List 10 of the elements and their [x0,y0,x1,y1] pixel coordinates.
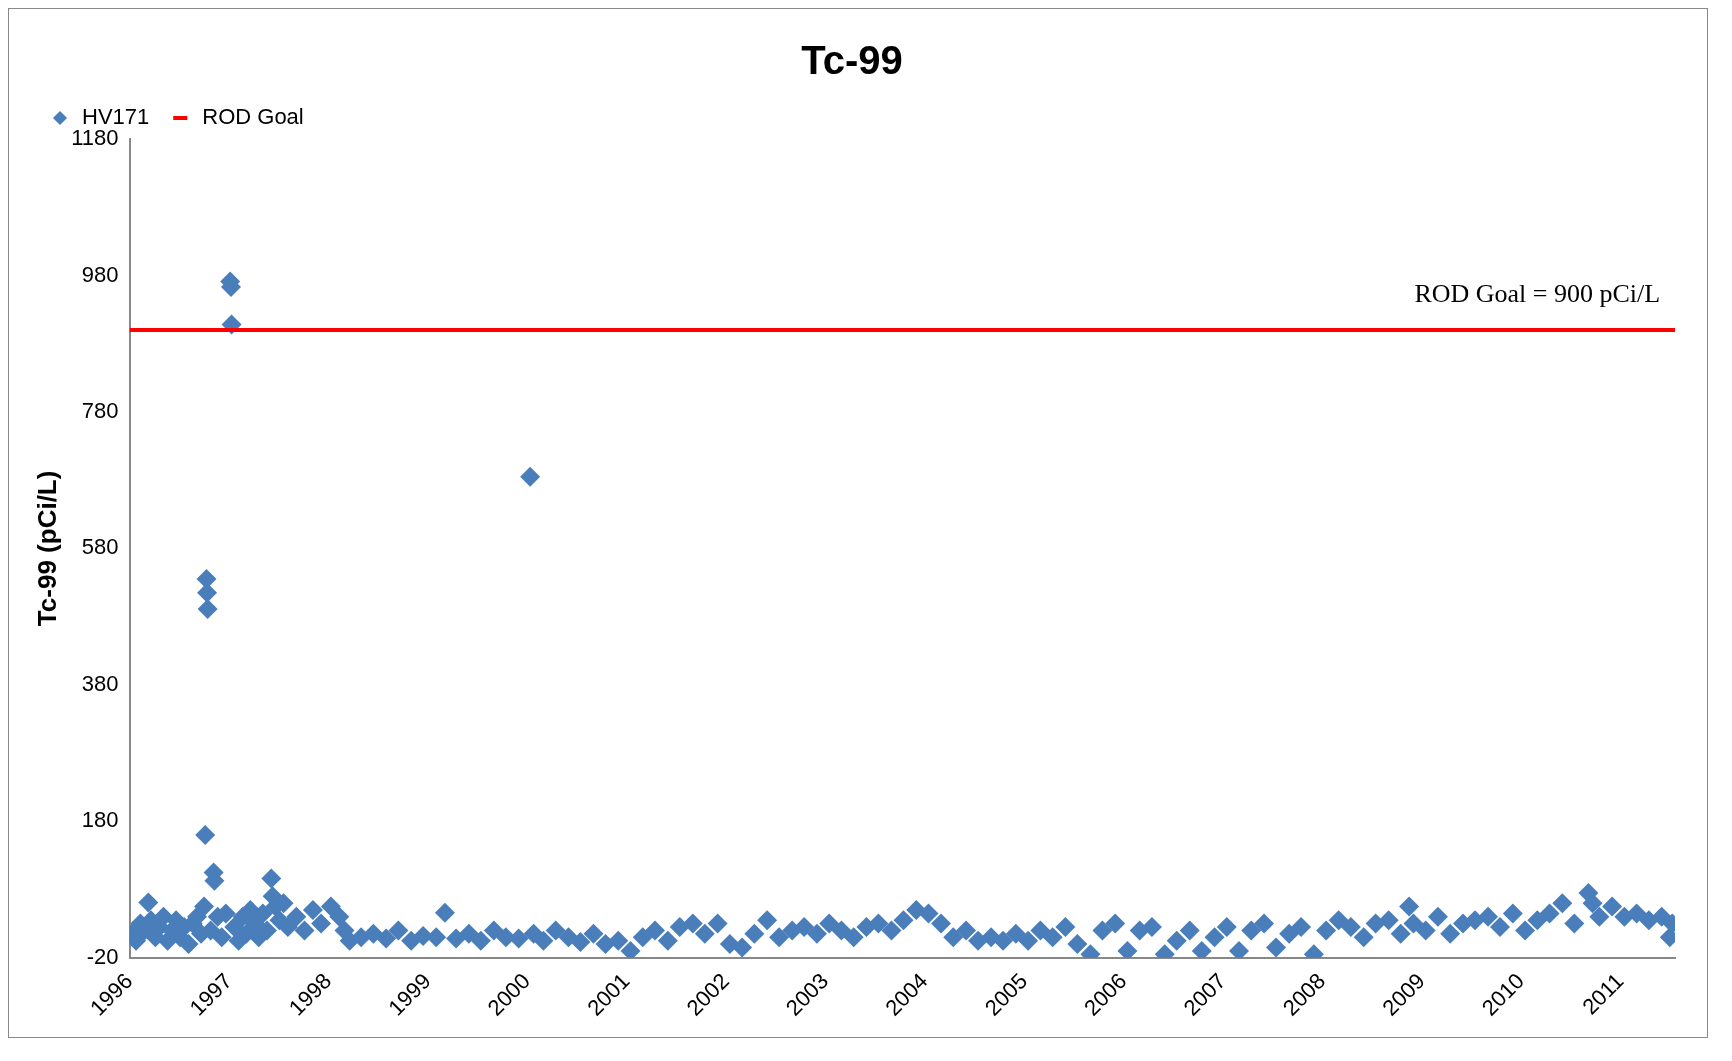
y-tick-label: -20 [86,943,119,969]
annotation: ROD Goal = 900 pCi/L [1414,278,1661,308]
y-tick-label: 780 [81,397,119,423]
y-tick-label: 580 [81,534,119,560]
chart-title: Tc-99 [801,38,903,83]
y-tick-label: 980 [81,261,119,287]
y-axis-title: Tc-99 (pCi/L) [31,470,62,627]
legend-label: ROD Goal [202,104,304,130]
y-tick-label: 180 [81,807,119,833]
y-tick-label: 380 [81,670,119,696]
